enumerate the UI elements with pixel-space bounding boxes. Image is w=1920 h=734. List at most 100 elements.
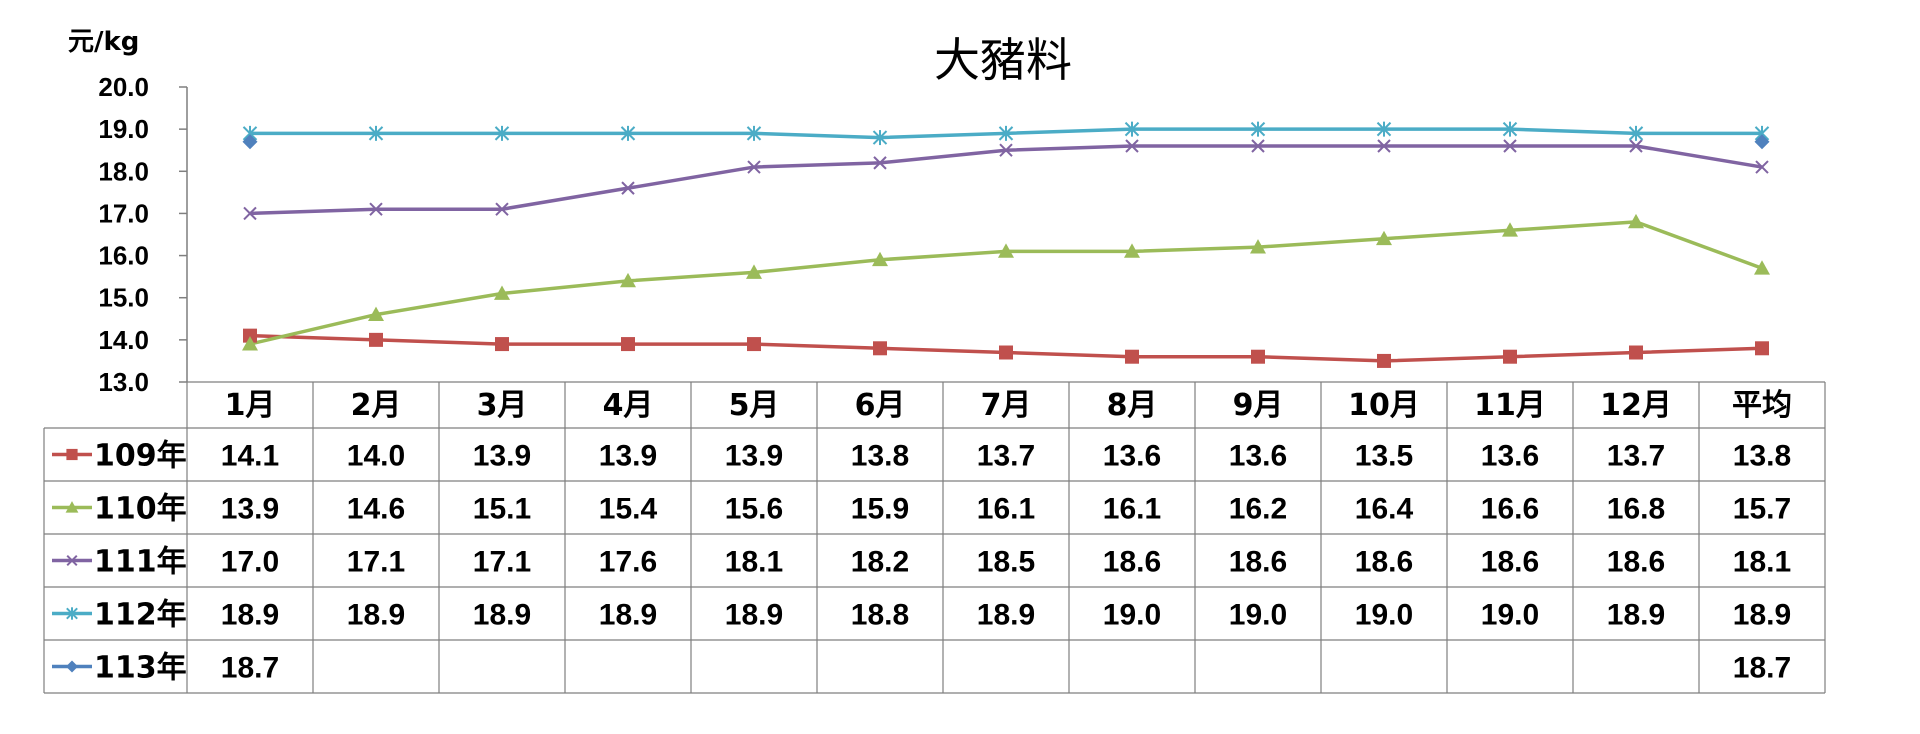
series-line-111 [249, 144, 1763, 216]
data-label: 13.9 [725, 440, 783, 473]
data-point-111 [1125, 139, 1139, 153]
data-point-109 [495, 337, 509, 352]
data-point-112 [1628, 125, 1644, 141]
category-label: 6月 [855, 388, 906, 423]
data-point-112 [494, 125, 510, 141]
data-point-109 [999, 345, 1013, 360]
data-point-110 [1628, 213, 1644, 229]
category-label: 4月 [603, 388, 654, 423]
data-label: 18.6 [1607, 546, 1665, 579]
data-label: 13.7 [1607, 440, 1665, 473]
data-point-111 [621, 181, 635, 195]
y-axis: 20.0 19.0 18.0 17.0 16.0 15.0 14.0 13.0 [98, 72, 188, 397]
data-point-110 [998, 243, 1014, 258]
legend-label: 113年 [94, 651, 187, 686]
data-point-111 [495, 202, 509, 216]
data-point-109 [1377, 353, 1391, 368]
category-label: 1月 [225, 388, 276, 423]
category-label: 9月 [1233, 388, 1284, 423]
data-point-109 [873, 341, 887, 356]
data-label: 13.6 [1229, 440, 1287, 473]
data-point-112 [746, 125, 762, 141]
data-label: 18.9 [473, 599, 531, 632]
legend-key-111 [52, 554, 92, 567]
data-point-112 [998, 125, 1014, 141]
data-point-111 [1755, 160, 1769, 174]
data-label: 18.1 [1733, 546, 1791, 579]
data-label: 18.6 [1229, 546, 1287, 579]
data-label: 16.1 [977, 493, 1035, 526]
legend-label: 112年 [94, 598, 187, 633]
data-point-110 [368, 306, 384, 321]
data-point-109 [1251, 349, 1265, 364]
data-point-113 [1754, 134, 1770, 150]
y-tick-label: 13.0 [98, 367, 149, 397]
data-label: 14.6 [347, 493, 405, 526]
y-tick-label: 16.0 [98, 241, 149, 271]
data-point-111 [999, 143, 1013, 157]
legend-label: 111年 [94, 545, 187, 580]
data-label: 17.6 [599, 546, 657, 579]
legend-label: 110年 [94, 492, 187, 527]
data-point-110 [494, 285, 510, 300]
data-label: 18.8 [851, 599, 909, 632]
data-label: 18.9 [347, 599, 405, 632]
data-label: 18.9 [221, 599, 279, 632]
data-label: 17.0 [221, 546, 279, 579]
data-point-111 [1629, 139, 1643, 153]
data-label: 13.8 [1733, 440, 1791, 473]
data-point-111 [1377, 139, 1391, 153]
y-tick-label: 14.0 [98, 325, 149, 355]
data-point-111 [1503, 139, 1517, 153]
data-point-111 [369, 202, 383, 216]
data-label: 13.5 [1355, 440, 1413, 473]
data-label: 15.6 [725, 493, 783, 526]
data-label: 16.2 [1229, 493, 1287, 526]
data-point-111 [747, 160, 761, 174]
data-label: 19.0 [1103, 599, 1161, 632]
data-label: 18.6 [1355, 546, 1413, 579]
data-label: 18.6 [1481, 546, 1539, 579]
data-label: 18.2 [851, 546, 909, 579]
data-label: 16.6 [1481, 493, 1539, 526]
data-point-110 [1754, 260, 1770, 275]
data-label: 16.1 [1103, 493, 1161, 526]
data-label: 16.4 [1355, 493, 1414, 526]
data-point-112 [1376, 121, 1392, 137]
data-point-113 [242, 134, 258, 150]
data-label: 13.6 [1103, 440, 1161, 473]
data-label: 17.1 [347, 546, 405, 579]
chart-title: 大豬料 [934, 33, 1072, 87]
data-point-110 [1124, 243, 1140, 258]
data-point-110 [872, 251, 888, 267]
data-label: 13.8 [851, 440, 909, 473]
data-label: 16.8 [1607, 493, 1665, 526]
data-point-110 [1502, 222, 1518, 237]
data-label: 18.9 [599, 599, 657, 632]
data-point-112 [1502, 121, 1518, 137]
y-tick-label: 20.0 [98, 72, 149, 102]
data-label: 19.0 [1229, 599, 1287, 632]
category-label: 2月 [351, 388, 402, 423]
data-point-109 [1503, 349, 1517, 364]
data-point-111 [873, 156, 887, 170]
data-label: 18.9 [1733, 599, 1791, 632]
category-label: 平均 [1732, 388, 1792, 423]
data-point-109 [1125, 349, 1139, 364]
y-tick-label: 15.0 [98, 283, 149, 313]
y-tick-label: 19.0 [98, 114, 149, 144]
data-label: 19.0 [1355, 599, 1413, 632]
data-table: 1月 2月 3月 4月 5月 6月 7月 8月 9月 10月 11月 12月 平均 109年 14.1 14.… [43, 381, 1826, 694]
data-label: 13.6 [1481, 440, 1539, 473]
data-point-111 [1251, 139, 1265, 153]
data-label: 14.0 [347, 440, 405, 473]
data-point-112 [368, 125, 384, 141]
data-label: 19.0 [1481, 599, 1539, 632]
data-label: 18.9 [977, 599, 1035, 632]
category-label: 7月 [981, 388, 1032, 423]
data-point-112 [620, 125, 636, 141]
series-markers [242, 121, 1770, 368]
data-label: 18.7 [221, 652, 279, 685]
data-point-109 [369, 332, 383, 347]
data-label: 18.5 [977, 546, 1035, 579]
